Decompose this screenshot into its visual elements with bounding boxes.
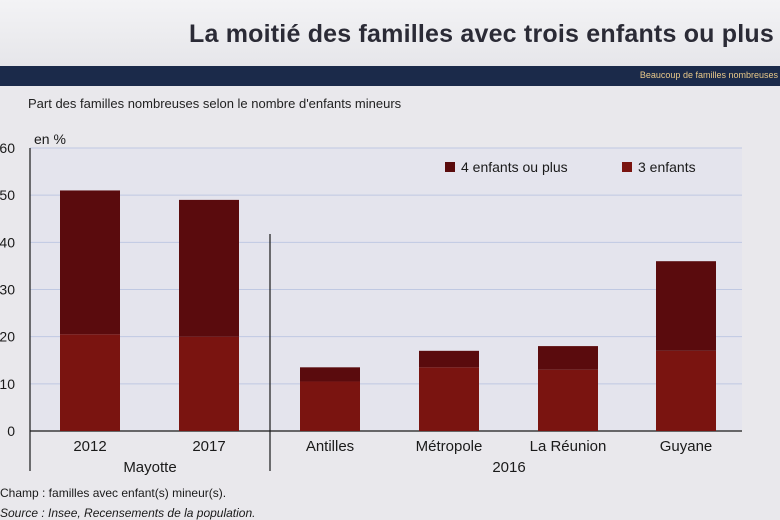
bar-3-enfants [179, 336, 239, 431]
bar-3-enfants [656, 350, 716, 431]
slide-title: La moitié des familles avec trois enfant… [189, 20, 774, 48]
title-bar [0, 0, 780, 66]
band-label: Beaucoup de familles nombreuses [639, 70, 778, 80]
bar-3-enfants [60, 334, 120, 431]
group-label: 2016 [492, 459, 525, 476]
bar-3-enfants [419, 367, 479, 431]
bar-4-enfants-ou-plus [538, 346, 598, 370]
stacked-bar-chart: 0 10 20 30 40 50 60 en % 2012 2017 Antilles Métropo… [0, 131, 742, 476]
x-tick-label: Antilles [306, 438, 354, 455]
bar-4-enfants-ou-plus [419, 350, 479, 368]
x-tick-label: Métropole [416, 438, 483, 455]
footnote-champ: Champ : familles avec enfant(s) mineur(s… [0, 486, 227, 500]
header-band [0, 66, 780, 86]
bar-3-enfants [300, 381, 360, 431]
legend-label: 3 enfants [638, 159, 696, 175]
x-tick-label: 2017 [192, 438, 225, 455]
chart-title: Part des familles nombreuses selon le no… [28, 96, 402, 111]
x-tick-label: 2012 [73, 438, 106, 455]
x-tick-label: Guyane [660, 438, 713, 455]
y-tick-label: 40 [0, 234, 15, 250]
bar-4-enfants-ou-plus [656, 261, 716, 351]
y-tick-label: 20 [0, 329, 15, 345]
bar-4-enfants-ou-plus [60, 190, 120, 335]
legend-swatch [445, 162, 455, 172]
legend-label: 4 enfants ou plus [461, 159, 568, 175]
legend-swatch [622, 162, 632, 172]
y-tick-label: 60 [0, 140, 15, 156]
y-tick-label: 50 [0, 187, 15, 203]
y-tick-label: 10 [0, 376, 15, 392]
bar-3-enfants [538, 369, 598, 431]
y-tick-label: 30 [0, 282, 15, 298]
footnote-source: Source : Insee, Recensements de la popul… [0, 506, 256, 520]
group-label: Mayotte [123, 459, 176, 476]
x-tick-label: La Réunion [530, 438, 607, 455]
bar-4-enfants-ou-plus [300, 367, 360, 382]
unit-label: en % [34, 131, 66, 147]
y-tick-label: 0 [7, 423, 15, 439]
bar-4-enfants-ou-plus [179, 199, 239, 337]
